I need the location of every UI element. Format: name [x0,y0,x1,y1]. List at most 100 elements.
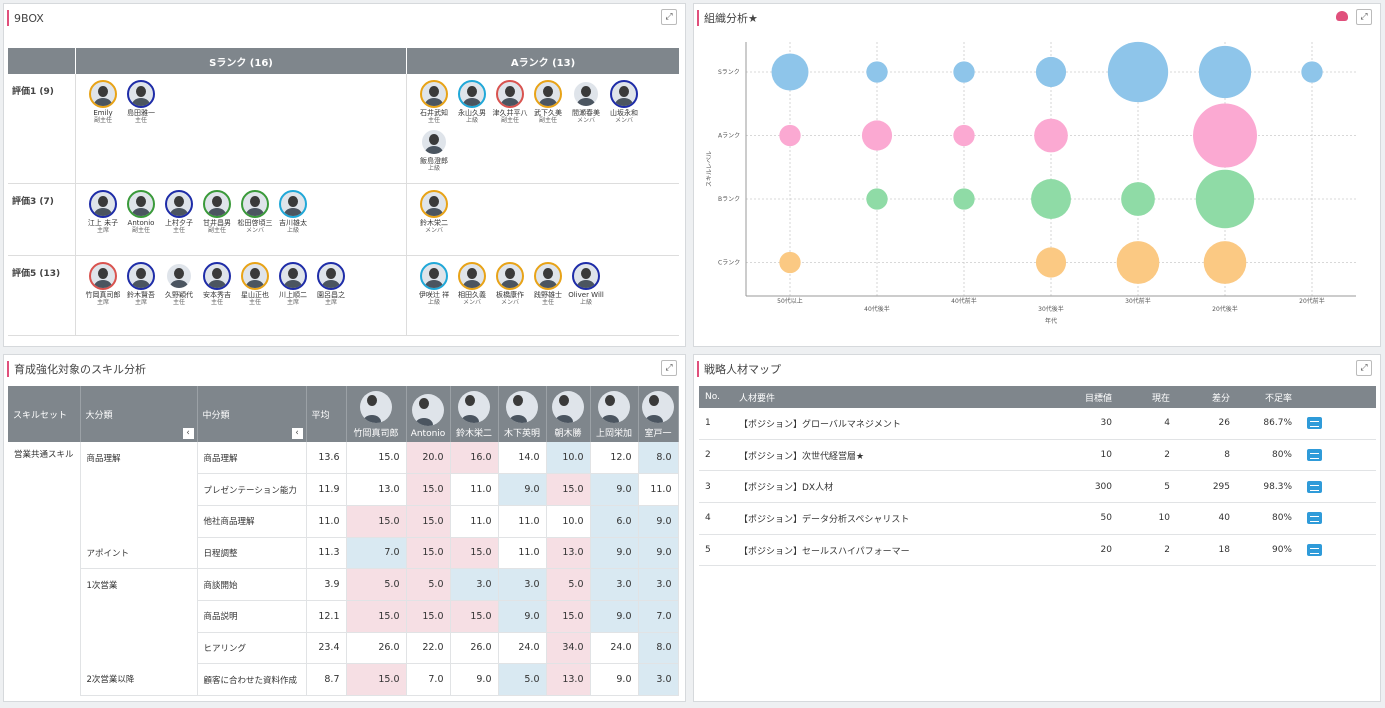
member-name: 室戸一 [644,429,672,439]
person-role: 副主任 [538,117,557,124]
person-card[interactable]: 板橋康作 メンバ [491,262,529,306]
person-card[interactable]: 安本秀吉 主任 [198,262,236,306]
member-header[interactable]: Antonio [406,386,451,442]
detail-icon[interactable] [1306,544,1322,557]
person-card[interactable]: 久野穎代 主任 [160,262,198,306]
expand-icon[interactable]: ⤢ [661,360,677,376]
detail-icon[interactable] [1306,417,1322,430]
detail-icon[interactable] [1306,512,1322,525]
minor-cell: 日程調整 [197,537,307,570]
table-row[interactable]: 3 【ポジション】DX人材 300 5 295 98.3% [699,471,1376,504]
person-card[interactable]: 津久井平八 副主任 [491,80,529,124]
person-card[interactable]: 星山正也 主任 [236,262,274,306]
person-role: 上級 [427,165,440,172]
strategy-map-panel: 戦略人材マップ ⤢ No. 人材要件 目標値 現在 差分 不足率 1 【ポジション… [693,354,1381,702]
avatar [534,262,562,290]
person-card[interactable]: Emily 副主任 [84,80,122,124]
detail-icon[interactable] [1306,480,1322,493]
expand-icon[interactable]: ⤢ [1356,360,1372,376]
avatar [642,391,674,423]
detail-icon[interactable] [1306,449,1322,462]
member-header[interactable]: 木下英明 [498,386,547,442]
member-header[interactable]: 上岡栄加 [590,386,639,442]
table-row[interactable]: 4 【ポジション】データ分析スペシャリスト 50 10 40 80% [699,503,1376,535]
skill-table-wrap[interactable]: スキルセット 大分類 ‹ 中分類 ‹ 平均 竹岡真司郎 Antonio 鈴木栄二 木下英明… [8,386,680,698]
brain-icon[interactable] [1336,11,1348,21]
row-no: 5 [705,545,711,556]
table-row[interactable]: 1 【ポジション】グローバルマネジメント 30 4 26 86.7% [699,408,1376,440]
person-card[interactable]: 鈴木栄二 メンバ [415,190,453,234]
member-name: 鈴木栄二 [455,429,492,439]
table-row[interactable]: 5 【ポジション】セールスハイパフォーマー 20 2 18 90% [699,535,1376,567]
member-head: Antonio [407,386,450,442]
person-card[interactable]: 武下久美 副主任 [529,80,567,124]
person-card[interactable]: 吉川雄太 上級 [274,190,312,234]
person-card[interactable]: 上村夕子 主任 [160,190,198,234]
score-cell: 3.0 [450,568,499,601]
score-cell: 10.0 [546,505,591,538]
person-card[interactable]: 伊咲辻 祥上級 [415,262,453,306]
person-card[interactable]: Antonio 副主任 [122,190,160,234]
chevron-left-icon[interactable]: ‹ [182,428,194,439]
person-card[interactable]: 鈴木賢吾 主席 [122,262,160,306]
score-cell: 9.0 [590,663,639,696]
person-card[interactable]: 甘井昌男 副主任 [198,190,236,234]
major-cell [80,505,198,538]
avg-cell: 8.7 [306,663,347,696]
expand-icon[interactable]: ⤢ [661,9,677,25]
person-name: 永山久男 [458,109,486,117]
row-name: 【ポジション】データ分析スペシャリスト [739,514,910,525]
person-name: 間瀬春美 [572,109,600,117]
person-role: 副主任 [93,117,112,124]
avatar [552,391,584,423]
nine-box-grid: Sランク (16) Aランク (13) 評価1 (9) Emily 副主任 島田雅一主… [8,48,679,336]
member-name: 木下英明 [503,429,540,439]
skill-header-row: スキルセット 大分類 ‹ 中分類 ‹ 平均 竹岡真司郎 Antonio 鈴木栄二 木下英明… [8,386,679,442]
x-tick-label: 30代前半 [1125,297,1151,305]
person-card[interactable]: 江上 未子 主席 [84,190,122,234]
avg-cell: 13.6 [306,442,347,475]
member-header[interactable]: 鈴木栄二 [450,386,499,442]
person-name: 安本秀吉 [203,291,231,299]
person-card[interactable]: 践野雄士 主任 [529,262,567,306]
avatar [598,391,630,423]
chevron-left-icon[interactable]: ‹ [291,428,303,439]
person-card[interactable]: Oliver Will 上級 [567,262,605,306]
bubble-mark [1034,118,1068,153]
member-header[interactable]: 朝木勝 [546,386,591,442]
score-cell: 11.0 [498,505,547,538]
person-card[interactable]: 石井武知 主任 [415,80,453,124]
person-card[interactable]: 川上順二 主席 [274,262,312,306]
score-cell: 13.0 [346,473,407,506]
person-role: 上級 [579,299,592,306]
score-cell: 9.0 [638,505,679,538]
person-card[interactable]: 園呂昌之 主席 [312,262,350,306]
header-skillset: スキルセット [8,386,81,442]
score-cell: 11.0 [450,473,499,506]
header-target: 目標値 [1084,393,1112,404]
person-card[interactable]: 松田啓頃三 メンバ [236,190,274,234]
person-role: 上級 [286,227,299,234]
strategy-rows: 1 【ポジション】グローバルマネジメント 30 4 26 86.7% 2 【ポジション】次世代… [699,408,1376,567]
person-card[interactable]: 飯島澄郎 上級 [415,128,453,172]
nine-box-corner [8,48,76,74]
x-tick-label: 30代後半 [1038,305,1064,313]
person-card[interactable]: 竹岡真司郎 主席 [84,262,122,306]
table-row: 他社商品理解 11.0 15.0 15.0 11.0 11.0 10.0 6.0 9.0 [8,505,679,538]
person-card[interactable]: 相田久義 メンバ [453,262,491,306]
row-target: 300 [1094,481,1112,492]
expand-icon[interactable]: ⤢ [1356,9,1372,25]
bubble-mark [779,124,801,147]
person-card[interactable]: 永山久男 上級 [453,80,491,124]
person-card[interactable]: 間瀬春美 メンバ [567,80,605,124]
person-card[interactable]: 島田雅一 主任 [122,80,160,124]
person-card[interactable]: 山坂永和 メンバ [605,80,643,124]
member-header[interactable]: 室戸一 [638,386,679,442]
minor-cell: 商品理解 [197,442,307,475]
member-header[interactable]: 竹岡真司郎 [346,386,407,442]
table-row[interactable]: 2 【ポジション】次世代経営層★ 10 2 8 80% [699,440,1376,472]
row-current: 10 [1158,513,1170,524]
minor-cell: 他社商品理解 [197,505,307,538]
avg-cell: 11.9 [306,473,347,506]
panel-title: 戦略人材マップ [704,363,781,376]
